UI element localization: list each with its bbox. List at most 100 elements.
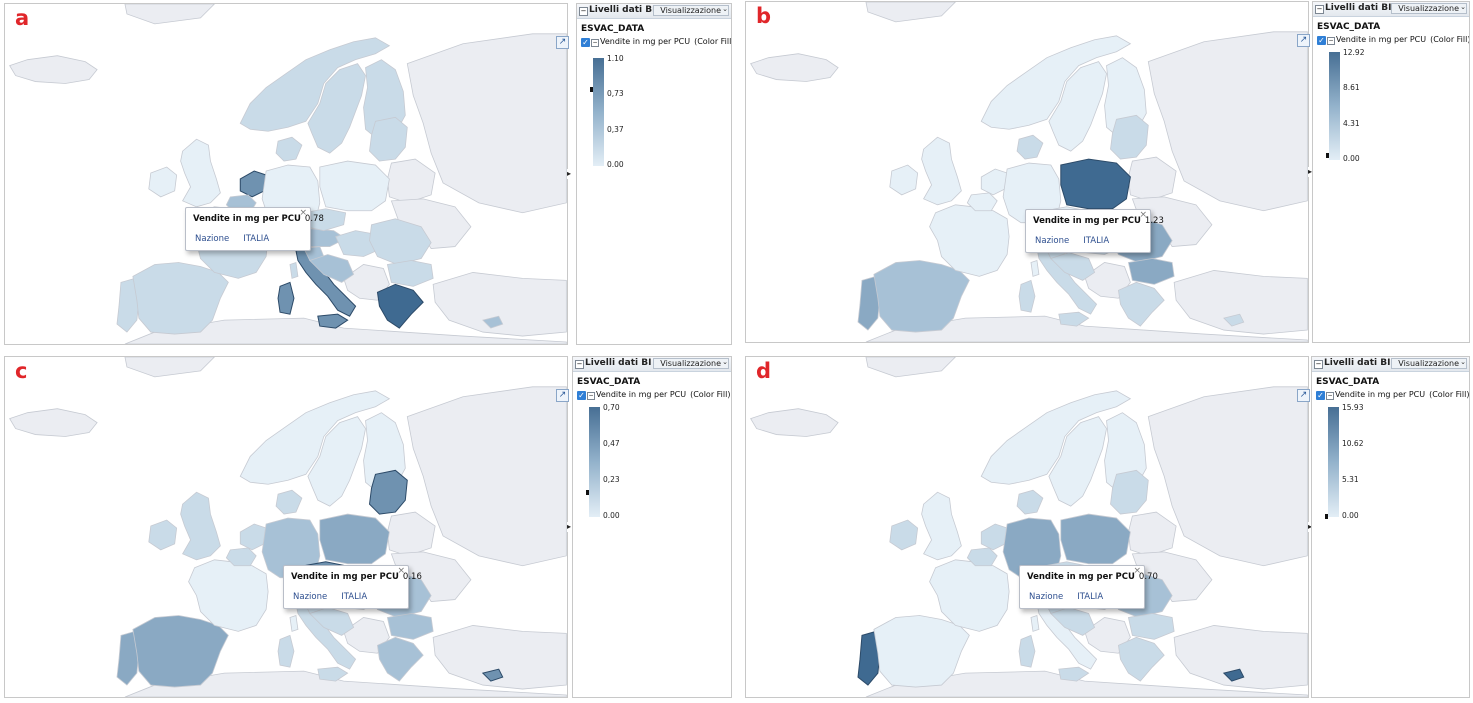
- country-denmark[interactable]: [1016, 134, 1044, 160]
- collapse-arrow-icon[interactable]: ▸: [1308, 522, 1313, 532]
- country-romania[interactable]: [369, 218, 432, 265]
- country-sicily[interactable]: [317, 313, 349, 329]
- zoom-extent-icon[interactable]: ↗: [1297, 389, 1310, 402]
- country-corsica[interactable]: [1030, 614, 1040, 632]
- map-viewport[interactable]: a Vendite in mg per PCU 0.78 Nazione ITALIA ×: [4, 3, 568, 345]
- country-uk[interactable]: [921, 136, 962, 206]
- zoom-extent-icon[interactable]: ↗: [556, 389, 569, 402]
- visualization-label[interactable]: Visualizzazione: [1398, 359, 1459, 368]
- country-sicily[interactable]: [1058, 666, 1090, 682]
- collapse-arrow-icon[interactable]: ▸: [567, 169, 572, 179]
- country-norway[interactable]: [239, 37, 391, 132]
- country-norway[interactable]: [980, 390, 1132, 485]
- europe-map[interactable]: [746, 357, 1308, 697]
- country-greece[interactable]: [1118, 636, 1165, 682]
- country-belgium[interactable]: [225, 547, 257, 567]
- country-cyprus[interactable]: [482, 315, 504, 329]
- ramp-value-marker[interactable]: [1326, 152, 1329, 158]
- map-viewport[interactable]: d Vendite in mg per PCU 0.70 Nazione ITALIA ×: [745, 356, 1309, 698]
- country-poland[interactable]: [1060, 158, 1131, 210]
- collapse-arrow-icon[interactable]: ▸: [1308, 167, 1313, 177]
- layer-expand-icon[interactable]: −: [587, 392, 595, 400]
- map-viewport[interactable]: b Vendite in mg per PCU 1.23 Nazione ITALIA ×: [745, 1, 1309, 343]
- layer-visible-checkbox[interactable]: ✓: [1316, 391, 1325, 400]
- zoom-extent-icon[interactable]: ↗: [556, 36, 569, 49]
- ramp-value-marker[interactable]: [586, 489, 589, 495]
- country-norway[interactable]: [239, 390, 391, 485]
- close-icon[interactable]: ×: [397, 566, 405, 576]
- collapse-toggle-icon[interactable]: −: [1315, 5, 1324, 14]
- country-cyprus[interactable]: [481, 668, 504, 682]
- collapse-arrow-icon[interactable]: ▸: [567, 522, 572, 532]
- country-spain[interactable]: [873, 615, 970, 688]
- country-ireland[interactable]: [889, 164, 919, 196]
- visualization-dropdown[interactable]: [653, 5, 729, 16]
- country-poland[interactable]: [319, 513, 390, 565]
- close-icon[interactable]: ×: [1133, 566, 1141, 576]
- country-greece[interactable]: [1118, 281, 1165, 327]
- country-cyprus[interactable]: [1223, 313, 1245, 327]
- ramp-value-marker[interactable]: [590, 87, 593, 93]
- country-greece[interactable]: [377, 636, 424, 682]
- country-baltics[interactable]: [1110, 114, 1149, 160]
- visualization-dropdown[interactable]: [653, 358, 729, 369]
- country-ireland[interactable]: [148, 166, 178, 198]
- country-sicily[interactable]: [317, 666, 349, 682]
- country-corsica[interactable]: [289, 261, 299, 279]
- country-poland[interactable]: [319, 160, 390, 212]
- country-belgium[interactable]: [966, 192, 998, 212]
- europe-map[interactable]: [746, 2, 1308, 342]
- country-sardinia[interactable]: [1018, 634, 1036, 668]
- country-uk[interactable]: [180, 491, 221, 561]
- country-sardinia[interactable]: [1018, 279, 1036, 313]
- visualization-label[interactable]: Visualizzazione: [660, 359, 721, 368]
- layer-expand-icon[interactable]: −: [1326, 392, 1334, 400]
- visualization-dropdown[interactable]: [1391, 3, 1467, 14]
- europe-map[interactable]: [5, 4, 567, 344]
- country-sicily[interactable]: [1058, 311, 1090, 327]
- country-norway[interactable]: [980, 35, 1132, 130]
- country-sweden[interactable]: [1048, 416, 1107, 507]
- country-baltics[interactable]: [369, 116, 408, 162]
- layer-visible-checkbox[interactable]: ✓: [581, 38, 590, 47]
- country-bulgaria[interactable]: [386, 613, 434, 640]
- close-icon[interactable]: ×: [1139, 210, 1147, 220]
- country-corsica[interactable]: [1030, 259, 1040, 277]
- visualization-label[interactable]: Visualizzazione: [660, 6, 721, 15]
- country-croatia[interactable]: [309, 254, 355, 283]
- collapse-toggle-icon[interactable]: −: [1314, 360, 1323, 369]
- country-cyprus[interactable]: [1222, 668, 1245, 682]
- country-bulgaria[interactable]: [1127, 258, 1175, 285]
- country-sweden[interactable]: [307, 63, 366, 154]
- country-spain[interactable]: [132, 262, 229, 335]
- collapse-toggle-icon[interactable]: −: [579, 7, 588, 16]
- layer-visible-checkbox[interactable]: ✓: [1317, 36, 1326, 45]
- ramp-value-marker[interactable]: [1325, 513, 1328, 519]
- country-spain[interactable]: [873, 260, 970, 333]
- layer-expand-icon[interactable]: −: [1327, 37, 1335, 45]
- country-greece[interactable]: [376, 283, 424, 329]
- europe-map[interactable]: [5, 357, 567, 697]
- chevron-down-icon[interactable]: ⌄: [722, 358, 728, 366]
- country-ireland[interactable]: [148, 519, 178, 551]
- layer-expand-icon[interactable]: −: [591, 39, 599, 47]
- country-denmark[interactable]: [275, 489, 303, 515]
- country-sweden[interactable]: [307, 416, 366, 507]
- country-bulgaria[interactable]: [386, 260, 434, 287]
- map-viewport[interactable]: c Vendite in mg per PCU 0.16 Nazione ITALIA ×: [4, 356, 568, 698]
- country-sardinia[interactable]: [277, 634, 295, 668]
- country-corsica[interactable]: [289, 614, 299, 632]
- country-belgium[interactable]: [966, 547, 998, 567]
- zoom-extent-icon[interactable]: ↗: [1297, 34, 1310, 47]
- country-bulgaria[interactable]: [1127, 613, 1175, 640]
- country-uk[interactable]: [180, 138, 221, 208]
- country-uk[interactable]: [921, 491, 962, 561]
- country-sardinia[interactable]: [277, 281, 295, 315]
- visualization-label[interactable]: Visualizzazione: [1398, 4, 1459, 13]
- visualization-dropdown[interactable]: [1391, 358, 1467, 369]
- country-sweden[interactable]: [1048, 61, 1107, 152]
- country-denmark[interactable]: [1016, 489, 1044, 515]
- country-denmark[interactable]: [275, 136, 303, 162]
- country-spain[interactable]: [132, 615, 229, 688]
- chevron-down-icon[interactable]: ⌄: [1460, 3, 1466, 11]
